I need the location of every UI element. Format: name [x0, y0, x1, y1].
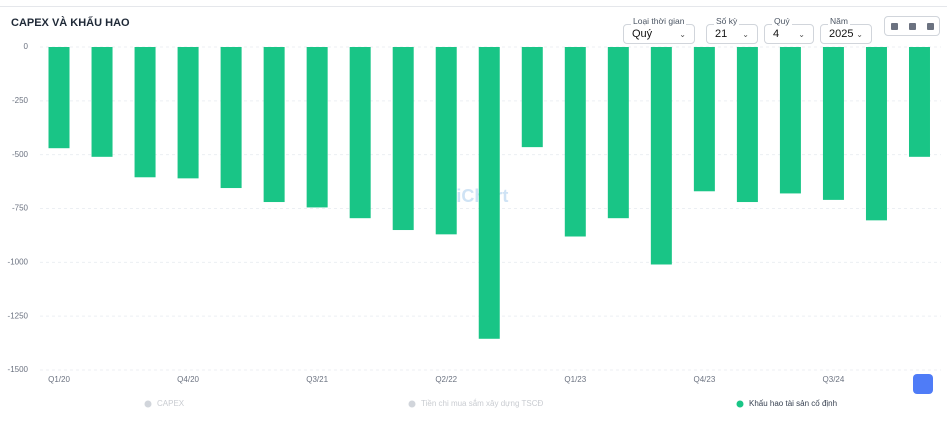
- select-value: 21: [715, 28, 728, 40]
- select[interactable]: Năm 2025 ⌄: [820, 11, 872, 44]
- legend-marker: [408, 400, 416, 408]
- legend-label: Khấu hao tài sản cố định: [749, 399, 837, 408]
- x-tick-label: Q3/21: [306, 375, 328, 384]
- select-label: Quý: [772, 16, 792, 26]
- table[interactable]: [908, 22, 916, 30]
- legend-marker: [736, 400, 744, 408]
- bar: [908, 47, 930, 157]
- legend-label: Tiền chi mua sắm xây dựng TSCĐ: [421, 399, 544, 408]
- x-tick-label: Q4/20: [177, 375, 199, 384]
- bar: [263, 47, 285, 203]
- select-label: Năm: [828, 16, 850, 26]
- bar: [521, 47, 543, 148]
- select-label: Số kỳ: [714, 16, 740, 26]
- x-tick-label: Q2/22: [435, 375, 457, 384]
- chevron: ⌄: [798, 29, 805, 39]
- bar: [478, 47, 500, 339]
- bar: [220, 47, 242, 189]
- x-tick-label: Q4/23: [693, 375, 715, 384]
- x-tick-label: Q3/24: [823, 375, 845, 384]
- bar: [435, 47, 457, 235]
- select[interactable]: Loại thời gian Quý ⌄: [623, 11, 695, 44]
- select[interactable]: Quý 4 ⌄: [764, 11, 814, 44]
- x-tick-label: Q1/20: [48, 375, 70, 384]
- bar: [91, 47, 113, 157]
- select-value: Quý: [632, 28, 653, 40]
- select-value: 4: [773, 28, 780, 40]
- bar: [392, 47, 414, 231]
- bar: [822, 47, 844, 200]
- bar: [564, 47, 586, 237]
- bar: [650, 47, 672, 265]
- refresh-button[interactable]: [913, 374, 933, 394]
- y-tick-label: -500: [12, 150, 29, 159]
- legend-label: CAPEX: [157, 399, 185, 408]
- chevron: ⌄: [679, 29, 686, 39]
- download[interactable]: [890, 22, 898, 30]
- bar: [865, 47, 887, 221]
- y-tick-label: -1500: [8, 365, 29, 374]
- bar: [736, 47, 758, 203]
- top-border: [0, 0, 947, 7]
- y-tick-label: -750: [12, 204, 29, 213]
- select-value: 2025: [829, 28, 854, 40]
- bar: [48, 47, 70, 149]
- chevron: ⌄: [742, 29, 749, 39]
- x-tick-label: Q1/23: [564, 375, 586, 384]
- bar: [306, 47, 328, 208]
- select-label: Loại thời gian: [631, 16, 687, 26]
- expand[interactable]: [926, 22, 934, 30]
- bar: [177, 47, 199, 179]
- bar: [607, 47, 629, 219]
- bar: [693, 47, 715, 192]
- legend-marker: [144, 400, 152, 408]
- chart-title: CAPEX VÀ KHẤU HAO: [11, 17, 130, 29]
- bar: [349, 47, 371, 219]
- select[interactable]: Số kỳ 21 ⌄: [706, 11, 758, 44]
- y-tick-label: -1000: [8, 257, 29, 266]
- y-tick-label: 0: [24, 42, 29, 51]
- y-tick-label: -250: [12, 96, 29, 105]
- select-box[interactable]: Quý ⌄: [623, 24, 695, 44]
- y-tick-label: -1250: [8, 311, 29, 320]
- toolbar[interactable]: [884, 16, 940, 36]
- chevron: ⌄: [856, 29, 863, 39]
- bar: [134, 47, 156, 178]
- bar: [779, 47, 801, 194]
